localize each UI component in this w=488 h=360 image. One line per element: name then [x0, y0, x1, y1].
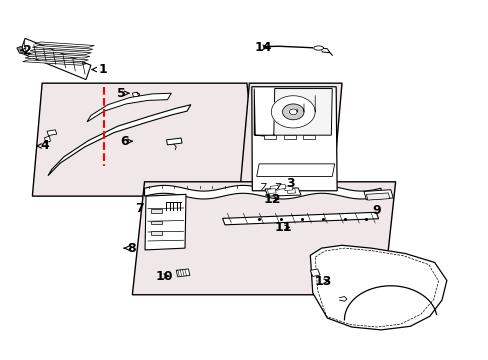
Text: 13: 13 — [314, 275, 331, 288]
Polygon shape — [144, 185, 380, 199]
Polygon shape — [176, 269, 189, 277]
Polygon shape — [270, 185, 279, 190]
Polygon shape — [47, 130, 57, 135]
Polygon shape — [264, 188, 301, 196]
Text: 9: 9 — [372, 204, 381, 217]
Polygon shape — [284, 185, 292, 190]
Polygon shape — [151, 221, 161, 225]
Text: 12: 12 — [264, 193, 281, 206]
Polygon shape — [151, 210, 161, 213]
Polygon shape — [289, 109, 297, 115]
Polygon shape — [267, 189, 276, 194]
Polygon shape — [286, 189, 295, 194]
Polygon shape — [239, 83, 341, 194]
Text: 7: 7 — [135, 202, 144, 215]
Polygon shape — [17, 46, 24, 53]
Polygon shape — [132, 92, 139, 98]
Text: 8: 8 — [124, 242, 135, 255]
Text: 14: 14 — [254, 41, 271, 54]
Polygon shape — [310, 269, 320, 276]
Polygon shape — [20, 39, 91, 80]
Polygon shape — [48, 105, 190, 176]
Polygon shape — [87, 93, 171, 122]
Polygon shape — [151, 231, 161, 234]
Text: 4: 4 — [37, 139, 49, 152]
Polygon shape — [283, 135, 295, 139]
Polygon shape — [32, 83, 259, 196]
Text: 3: 3 — [286, 177, 295, 190]
Text: 1: 1 — [92, 63, 107, 76]
Polygon shape — [222, 212, 378, 225]
Polygon shape — [271, 96, 315, 128]
Text: 6: 6 — [121, 135, 132, 148]
Polygon shape — [166, 138, 182, 145]
Text: 11: 11 — [274, 221, 292, 234]
Polygon shape — [145, 194, 185, 250]
Polygon shape — [320, 48, 329, 53]
Polygon shape — [27, 53, 90, 58]
Polygon shape — [132, 182, 395, 295]
Polygon shape — [25, 56, 88, 62]
Polygon shape — [35, 42, 94, 47]
Polygon shape — [22, 60, 87, 65]
Polygon shape — [44, 136, 50, 143]
Polygon shape — [282, 104, 304, 120]
Polygon shape — [363, 190, 392, 200]
Polygon shape — [30, 49, 91, 54]
Text: 5: 5 — [117, 87, 129, 100]
Polygon shape — [366, 193, 389, 200]
Polygon shape — [256, 164, 334, 176]
Polygon shape — [277, 184, 285, 189]
Polygon shape — [251, 87, 336, 191]
Polygon shape — [313, 46, 323, 50]
Text: 2: 2 — [20, 44, 32, 57]
Polygon shape — [254, 89, 331, 137]
Text: 10: 10 — [156, 270, 173, 283]
Polygon shape — [32, 45, 93, 51]
Polygon shape — [310, 245, 446, 330]
Polygon shape — [264, 135, 276, 139]
Polygon shape — [303, 135, 315, 139]
